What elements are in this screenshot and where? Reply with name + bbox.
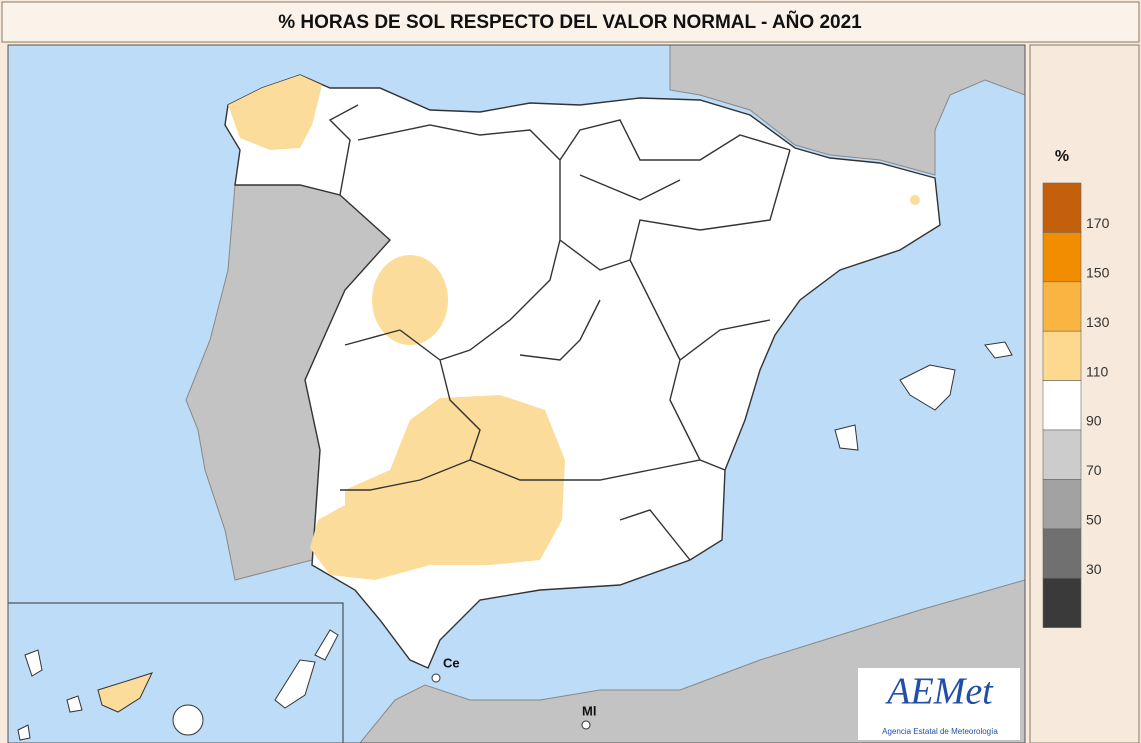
place-label: Ml bbox=[582, 703, 596, 718]
legend-label: 150 bbox=[1086, 265, 1110, 281]
title: % HORAS DE SOL RESPECTO DEL VALOR NORMAL… bbox=[278, 11, 862, 33]
logo-name: AEMet bbox=[884, 671, 994, 713]
island bbox=[274, 659, 316, 709]
region-border bbox=[328, 104, 791, 561]
legend-label: 130 bbox=[1086, 314, 1110, 330]
legend-swatch bbox=[1042, 281, 1082, 332]
legend-label: 170 bbox=[1086, 215, 1110, 231]
city-marker bbox=[431, 673, 441, 683]
legend-title: % bbox=[1055, 148, 1069, 165]
sun-anomaly-area bbox=[910, 195, 920, 205]
place-label: Ce bbox=[443, 655, 460, 670]
island bbox=[24, 649, 43, 677]
island bbox=[97, 672, 153, 713]
france bbox=[669, 45, 1025, 176]
logo-box bbox=[858, 668, 1020, 740]
legend-swatch bbox=[1042, 429, 1082, 480]
legend-label: 110 bbox=[1086, 363, 1109, 379]
map-frame bbox=[7, 44, 1026, 743]
legend-swatch bbox=[1042, 182, 1082, 233]
legend-swatch bbox=[1042, 232, 1082, 283]
legend-swatch bbox=[1042, 380, 1082, 431]
island bbox=[17, 724, 31, 741]
legend-swatch bbox=[1042, 479, 1082, 530]
island bbox=[314, 629, 339, 661]
legend-swatch bbox=[1042, 330, 1082, 381]
island bbox=[899, 364, 956, 411]
logo-subtitle: Agencia Estatal de Meteorología bbox=[882, 727, 998, 736]
island bbox=[66, 695, 83, 713]
legend-label: 50 bbox=[1086, 512, 1102, 528]
legend-label: 30 bbox=[1086, 561, 1102, 577]
legend-swatch bbox=[1042, 528, 1082, 579]
island bbox=[834, 424, 859, 451]
legend-swatch bbox=[1042, 577, 1082, 628]
island bbox=[172, 704, 204, 736]
title-bar bbox=[1, 1, 1140, 43]
island bbox=[984, 341, 1013, 359]
map: Ce Ml bbox=[7, 44, 1026, 743]
legend-label: 90 bbox=[1086, 413, 1102, 429]
logo: AEMet Agencia Estatal de Meteorología bbox=[858, 668, 1020, 740]
legend-label: 70 bbox=[1086, 462, 1102, 478]
legend: % 170 150 130 110 90 70 50 30 bbox=[1029, 44, 1140, 743]
city-marker bbox=[581, 720, 591, 730]
sun-anomaly-area bbox=[228, 75, 322, 150]
sun-anomaly-area bbox=[372, 255, 448, 345]
sun-anomaly-area bbox=[310, 395, 565, 580]
